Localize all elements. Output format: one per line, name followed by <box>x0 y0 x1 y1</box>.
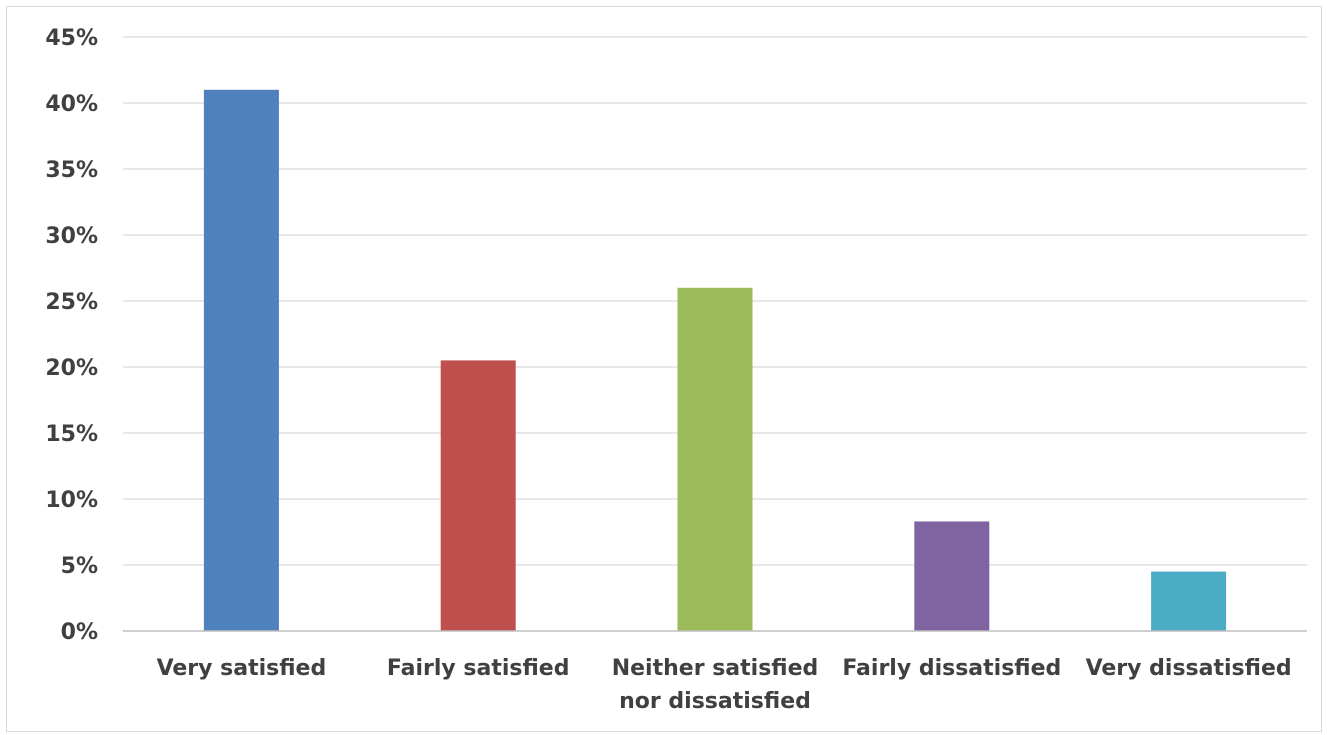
y-tick-label: 0% <box>61 620 98 645</box>
y-tick-label: 30% <box>45 224 98 249</box>
bar <box>677 287 753 631</box>
bar <box>1151 571 1227 631</box>
y-tick-label: 15% <box>45 422 98 447</box>
bar <box>203 89 279 632</box>
y-tick-label: 45% <box>45 26 98 51</box>
x-category-label: Neither satisfied nor dissatisfied <box>612 656 819 714</box>
y-tick-label: 35% <box>45 158 98 183</box>
x-category-label: Very dissatisfied <box>1086 656 1292 681</box>
x-category-label: Fairly satisfied <box>387 656 570 681</box>
y-tick-label: 25% <box>45 290 98 315</box>
y-axis-tick-labels: 0% 5% 10% 15% 20% 25% 30% 35% 40% 45% <box>45 26 98 645</box>
y-tick-label: 5% <box>61 554 98 579</box>
bars <box>203 89 1227 632</box>
bar <box>914 521 990 631</box>
bar <box>440 360 516 631</box>
x-axis-category-labels: Very satisfied Fairly satisfied Neither sa… <box>157 656 1292 714</box>
y-tick-label: 40% <box>45 92 98 117</box>
x-category-label: Very satisfied <box>157 656 327 681</box>
y-tick-label: 20% <box>45 356 98 381</box>
x-category-label: Fairly dissatisfied <box>842 656 1061 681</box>
gridlines <box>123 36 1307 566</box>
y-tick-label: 10% <box>45 488 98 513</box>
